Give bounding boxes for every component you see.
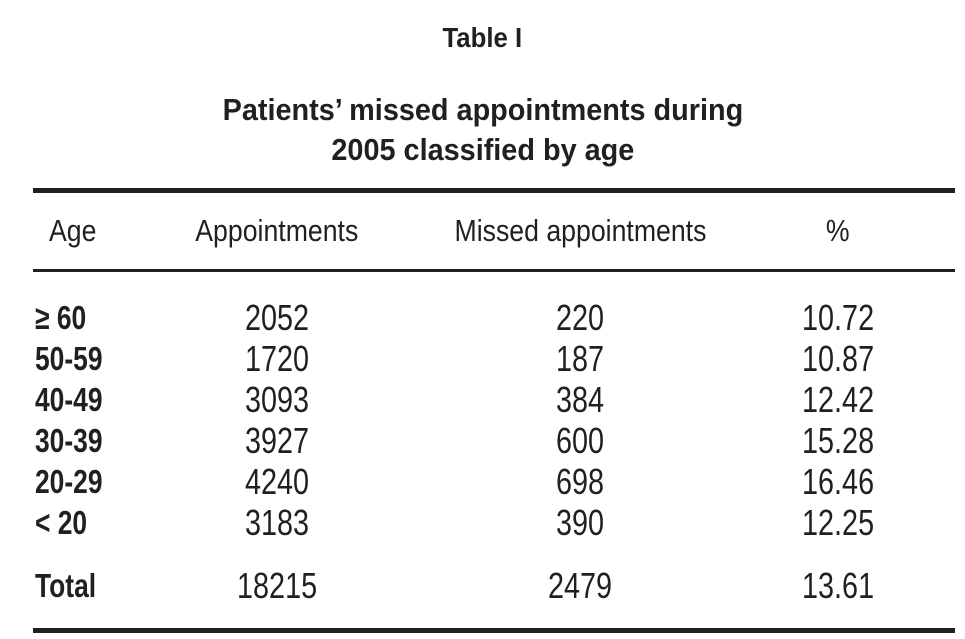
table-rule-header-separator bbox=[33, 269, 955, 272]
cell-missed-appointments: 600 bbox=[555, 420, 605, 461]
table-title: Patients’ missed appointments during 200… bbox=[0, 90, 965, 170]
table-body: ≥ 60 2052 220 10.72 50-59 1720 187 10.87… bbox=[33, 272, 955, 607]
cell-appointments: 3927 bbox=[244, 420, 310, 461]
column-header-appointments: Appointments bbox=[195, 213, 359, 248]
table-row: 30-39 3927 600 15.28 bbox=[33, 420, 955, 461]
cell-appointments: 2052 bbox=[244, 297, 310, 338]
column-header-missed-appointments: Missed appointments bbox=[454, 213, 706, 248]
table-row: ≥ 60 2052 220 10.72 bbox=[33, 297, 955, 338]
cell-age: 20-29 bbox=[35, 463, 103, 500]
cell-total-missed-appointments: 2479 bbox=[547, 565, 613, 606]
table-row: 20-29 4240 698 16.46 bbox=[33, 461, 955, 502]
cell-total-label: Total bbox=[35, 567, 97, 604]
table-total-row: Total 18215 2479 13.61 bbox=[33, 565, 955, 607]
table-rule-top bbox=[33, 188, 955, 193]
column-header-age: Age bbox=[49, 213, 97, 248]
cell-missed-appointments: 220 bbox=[555, 297, 605, 338]
cell-appointments: 1720 bbox=[244, 338, 310, 379]
cell-missed-appointments: 384 bbox=[555, 379, 605, 420]
cell-total-percent: 13.61 bbox=[801, 565, 875, 606]
cell-age: 40-49 bbox=[35, 381, 103, 418]
table-header-row: Age Appointments Missed appointments % bbox=[33, 193, 955, 269]
table-label: Table I bbox=[0, 22, 965, 54]
cell-total-appointments: 18215 bbox=[236, 565, 318, 606]
cell-age: 30-39 bbox=[35, 422, 103, 459]
data-table: Age Appointments Missed appointments % ≥… bbox=[33, 188, 955, 633]
cell-age: ≥ 60 bbox=[35, 299, 87, 336]
table-title-line1: Patients’ missed appointments during bbox=[222, 92, 743, 127]
cell-percent: 12.42 bbox=[801, 379, 875, 420]
cell-age: < 20 bbox=[35, 504, 88, 541]
table-row: < 20 3183 390 12.25 bbox=[33, 502, 955, 543]
column-header-percent: % bbox=[826, 213, 850, 248]
table-label-text: Table I bbox=[442, 22, 523, 53]
cell-appointments: 4240 bbox=[244, 461, 310, 502]
cell-percent: 10.72 bbox=[801, 297, 875, 338]
cell-percent: 16.46 bbox=[801, 461, 875, 502]
cell-missed-appointments: 390 bbox=[555, 502, 605, 543]
cell-percent: 10.87 bbox=[801, 338, 875, 379]
table-row: 50-59 1720 187 10.87 bbox=[33, 338, 955, 379]
table-title-line2: 2005 classified by age bbox=[331, 132, 634, 167]
cell-age: 50-59 bbox=[35, 340, 103, 377]
cell-missed-appointments: 187 bbox=[555, 338, 605, 379]
cell-missed-appointments: 698 bbox=[555, 461, 605, 502]
cell-percent: 15.28 bbox=[801, 420, 875, 461]
table-row: 40-49 3093 384 12.42 bbox=[33, 379, 955, 420]
cell-percent: 12.25 bbox=[801, 502, 875, 543]
table-rule-bottom bbox=[33, 628, 955, 633]
cell-appointments: 3093 bbox=[244, 379, 310, 420]
cell-appointments: 3183 bbox=[244, 502, 310, 543]
